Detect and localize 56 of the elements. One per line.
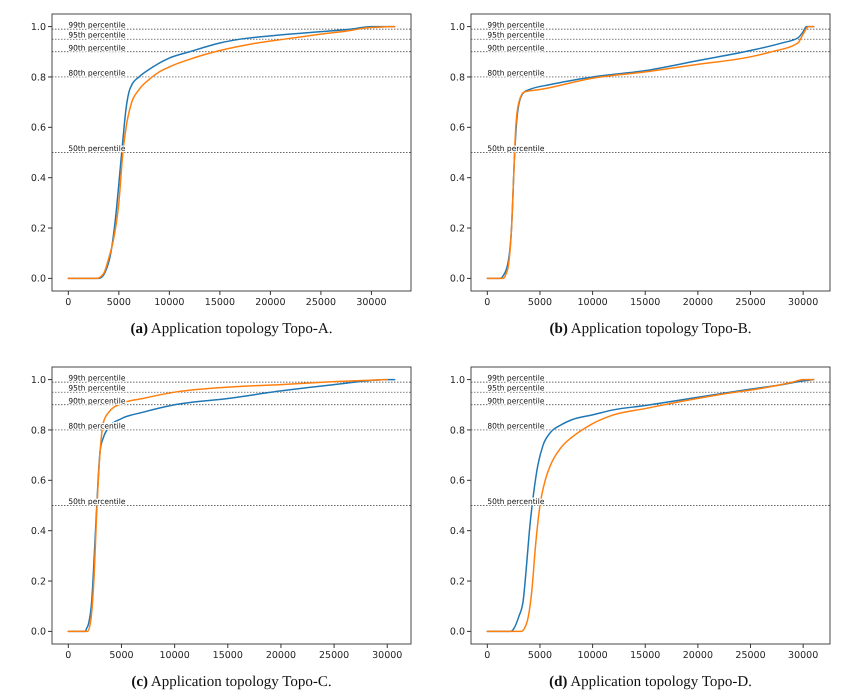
- x-tick-label: 10000: [577, 297, 608, 308]
- x-tick-label: 5000: [109, 650, 134, 661]
- y-tick-label: 0.4: [450, 173, 465, 184]
- y-tick-label: 0.4: [450, 526, 465, 538]
- y-tick-label: 0.8: [30, 425, 46, 436]
- text: (c) Application topology Topo-C.: [131, 674, 332, 690]
- x-tick-label: 15000: [212, 650, 243, 661]
- y-tick-label: 0.8: [450, 425, 465, 436]
- y-tick-label: 0.0: [30, 274, 46, 285]
- y-tick-label: 1.0: [30, 374, 46, 386]
- y-tick-label: 0.0: [30, 626, 46, 638]
- x-tick-label: 30000: [788, 297, 818, 308]
- x-tick-label: 15000: [204, 297, 235, 308]
- x-tick-label: 30000: [788, 650, 818, 661]
- x-tick-label: 0: [65, 650, 72, 661]
- x-tick-label: 25000: [735, 297, 766, 308]
- x-tick-label: 0: [484, 650, 490, 661]
- text: (d) Application topology Topo-D.: [549, 674, 752, 690]
- y-tick-label: 0.0: [450, 274, 465, 285]
- y-tick-label: 0.6: [450, 122, 465, 134]
- x-tick-label: 25000: [318, 650, 350, 661]
- y-tick-label: 0.0: [450, 626, 465, 638]
- y-tick-label: 0.8: [450, 72, 465, 84]
- x-tick-label: 0: [484, 297, 490, 308]
- x-tick-label: 10000: [154, 297, 184, 308]
- x-tick-label: 15000: [630, 297, 660, 308]
- y-tick-label: 1.0: [30, 22, 46, 33]
- x-tick-label: 25000: [735, 650, 766, 661]
- y-tick-label: 0.4: [30, 173, 46, 184]
- y-tick-label: 0.2: [450, 576, 465, 588]
- x-tick-label: 5000: [528, 650, 552, 661]
- x-tick-label: 10000: [577, 650, 608, 661]
- x-tick-label: 25000: [306, 297, 336, 308]
- x-tick-label: 30000: [356, 297, 387, 308]
- x-tick-label: 5000: [106, 297, 131, 308]
- x-tick-label: 15000: [630, 650, 660, 661]
- y-tick-label: 0.8: [30, 72, 46, 84]
- x-tick-label: 20000: [682, 297, 713, 308]
- x-tick-label: 20000: [682, 650, 713, 661]
- x-tick-label: 20000: [255, 297, 286, 308]
- x-tick-label: 0: [65, 297, 72, 308]
- x-tick-label: 30000: [372, 650, 402, 661]
- text: (a) Application topology Topo-A.: [130, 321, 332, 337]
- x-tick-label: 10000: [160, 650, 190, 661]
- y-tick-label: 0.2: [30, 223, 46, 234]
- y-tick-label: 1.0: [450, 374, 465, 386]
- y-tick-label: 0.6: [30, 476, 46, 487]
- y-tick-label: 1.0: [450, 22, 465, 33]
- y-tick-label: 0.2: [30, 576, 46, 588]
- text: (b) Application topology Topo-B.: [549, 321, 752, 337]
- y-tick-label: 0.6: [450, 476, 465, 487]
- y-tick-label: 0.6: [30, 122, 46, 134]
- y-tick-label: 0.4: [30, 526, 46, 538]
- x-tick-label: 5000: [528, 297, 552, 308]
- x-tick-label: 20000: [266, 650, 296, 661]
- y-tick-label: 0.2: [450, 223, 465, 234]
